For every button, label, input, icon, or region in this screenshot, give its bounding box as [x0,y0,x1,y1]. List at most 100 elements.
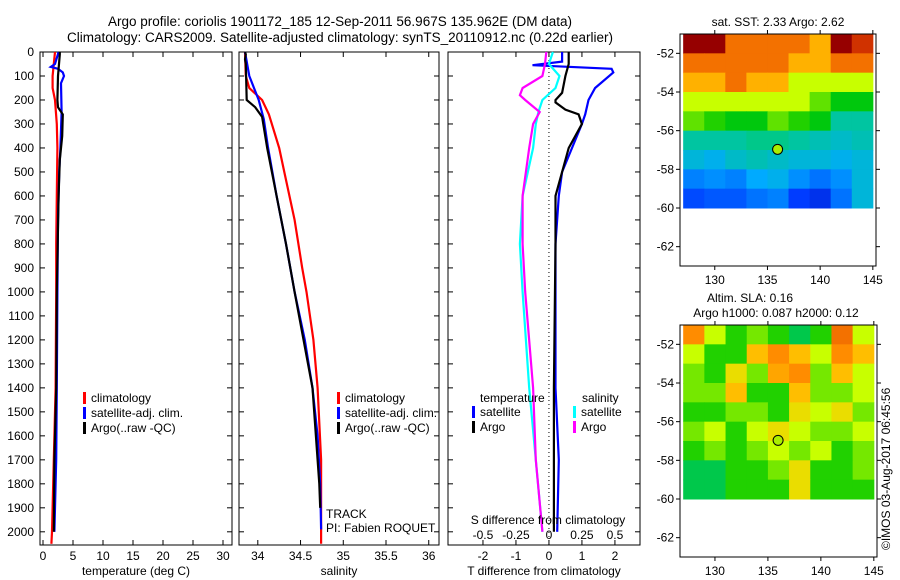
y-tick-label: -60 [657,201,675,215]
y-tick-label: 1700 [7,453,34,467]
map-cell [746,344,769,365]
series-line-argo-raw-qc- [243,51,322,508]
y-tick-label: 400 [14,141,34,155]
map-cell [767,34,790,54]
map-cell [725,188,747,209]
map-cell [789,479,811,500]
map-cell [704,92,726,112]
x-tick-label: -2 [478,549,489,563]
map-cell [831,460,854,481]
x-tick-label: 34 [251,549,265,563]
map-cell [746,441,769,461]
map-cell [830,188,853,209]
map-cell [683,325,705,345]
map-cell [746,402,769,423]
map-cell [683,344,705,365]
map-cell [725,383,748,403]
x2-tick-label: -0.25 [502,528,530,542]
map-cell [704,344,727,365]
map-cell [810,421,832,442]
legend-label: satellite [581,405,622,419]
map-cell [746,383,769,403]
y-tick-label: -58 [657,162,675,176]
map-cell [683,441,705,461]
map-cell [852,479,875,500]
map-cell [725,460,748,481]
x-tick-label: 2 [612,549,619,563]
plot-frame [447,51,641,546]
map-cell [809,34,832,54]
map-cell [746,169,768,190]
x-tick-label: 135 [758,564,778,578]
x-tick-label: 130 [705,273,725,287]
x-tick-label: 135 [757,273,777,287]
map-frame [679,324,878,558]
map-cell [810,344,832,365]
map-cell [831,402,854,423]
y-tick-label: 2000 [7,525,34,539]
map-cell [851,92,874,112]
map-cell [788,169,811,190]
y-tick-label: 1300 [7,357,34,371]
map-cell [725,421,748,442]
map-cell [704,325,727,345]
y-tick-label: -60 [657,492,675,506]
map-cell [788,130,811,151]
map-cell [725,402,748,423]
map-cell [725,111,747,132]
map-cell [830,53,853,74]
y-tick-label: 200 [14,93,34,107]
series-line-temperature-argo [552,52,584,532]
legend-swatch [337,422,340,434]
sla-map-panel: 130 135 140 145 -52 -54 -56 -58 -60 -62 Altim. SLA… [657,291,884,578]
argo-location-marker [772,143,784,155]
map-cell [809,53,832,74]
map-cell [851,188,874,209]
map-cell [704,402,727,423]
map-cell [789,441,811,461]
map-cell [789,383,811,403]
legend-swatch [472,406,475,418]
y-tick-label: 1400 [7,381,34,395]
map-cell [683,53,705,74]
series-line-climatology [243,51,323,544]
map-cell [725,92,747,112]
annotation-pi: PI: Fabien ROQUET [326,521,436,535]
map-cell [746,421,769,442]
map-cell [767,363,790,384]
map-cell [830,150,853,170]
x-axis-label: T difference from climatology [467,564,621,578]
map-cell [852,344,875,365]
map-cell [789,344,811,365]
map-cell [683,92,705,112]
map-cell [852,441,875,461]
map-cell [831,421,854,442]
map-cell [683,150,705,170]
map-cell [704,169,726,190]
map-cell [810,363,832,384]
map-cell [746,363,769,384]
map-cell [767,150,790,170]
legend-title-temperature: temperature [480,391,545,405]
map-cell [809,188,832,209]
map-cell [788,72,811,93]
legend-label: satellite [480,405,521,419]
map-cell [746,72,768,93]
y-tick-label: 1200 [7,333,34,347]
title-line-2: Climatology: CARS2009. Satellite-adjuste… [67,30,613,45]
legend-label: Argo [581,420,607,434]
map-cell [789,460,811,481]
map-cell [809,111,832,132]
legend-label: Argo(..raw -QC) [91,421,176,435]
legend-label: Argo [480,420,506,434]
map-cell [683,188,705,209]
map-cell [725,72,747,93]
map-cell [831,363,854,384]
map-cell [810,479,832,500]
map-cell [725,441,748,461]
map-cell [810,441,832,461]
map-cell [704,421,727,442]
map-cell [789,363,811,384]
plot-frame [238,51,440,546]
